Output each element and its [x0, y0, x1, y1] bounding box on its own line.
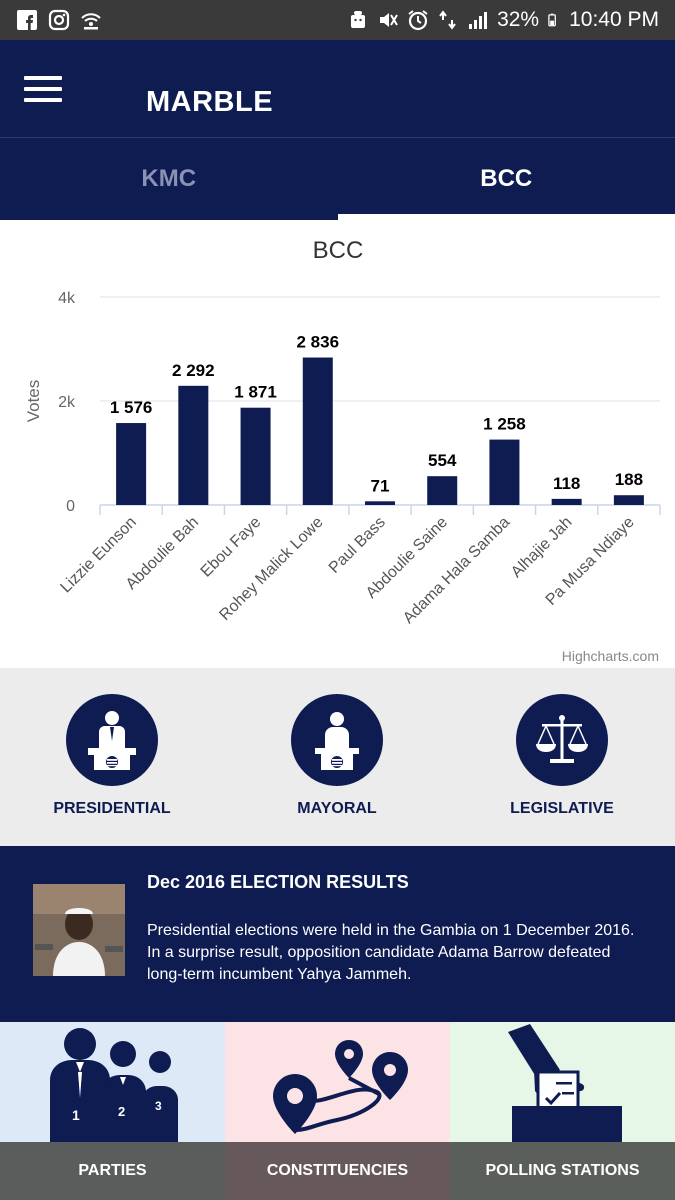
ballot-box-icon: [508, 1024, 622, 1142]
hamburger-menu-icon[interactable]: [24, 76, 62, 104]
app-bar: MARBLE: [0, 40, 675, 138]
data-label: 1 871: [234, 383, 277, 402]
presidential-label: PRESIDENTIAL: [53, 800, 171, 817]
presidential-podium-icon: [66, 694, 158, 786]
x-tick-label: Alhajie Jah: [508, 514, 575, 581]
mayoral-label: MAYORAL: [297, 800, 377, 817]
status-bar: 32% 10:40 PM: [0, 0, 675, 40]
tab-kmc[interactable]: KMC: [141, 165, 197, 192]
chart-title: BCC: [313, 237, 364, 264]
chart-bar: [302, 357, 333, 505]
instagram-icon: [48, 9, 70, 31]
news-photo: [33, 884, 125, 976]
news-body: Presidential elections were held in the …: [147, 922, 635, 983]
mute-icon: [380, 13, 398, 27]
data-label: 118: [553, 474, 580, 493]
y-tick-label: 0: [66, 498, 75, 515]
android-notification-icon: [351, 11, 366, 28]
news-title: Dec 2016 ELECTION RESULTS: [147, 872, 409, 892]
chart-bar: [240, 407, 271, 505]
data-label: 2 836: [297, 333, 340, 352]
svg-text:3: 3: [155, 1099, 162, 1113]
data-label: 554: [428, 451, 457, 470]
data-label: 71: [371, 476, 390, 495]
constituencies-tile[interactable]: CONSTITUENCIES: [225, 1022, 450, 1200]
clock: 10:40 PM: [569, 8, 659, 31]
y-tick-label: 4k: [58, 290, 76, 307]
legislative-label: LEGISLATIVE: [510, 800, 614, 817]
parties-label: PARTIES: [0, 1142, 225, 1200]
alarm-icon: [408, 10, 428, 31]
chart-bar: [551, 498, 582, 505]
svg-text:2: 2: [118, 1104, 125, 1119]
y-tick-label: 2k: [58, 394, 76, 411]
svg-text:1: 1: [72, 1107, 80, 1123]
data-label: 2 292: [172, 361, 215, 380]
battery-icon: [548, 13, 557, 27]
chart-credits: Highcharts.com: [562, 648, 659, 664]
chart-bar: [489, 439, 520, 505]
polling-stations-label: POLLING STATIONS: [450, 1142, 675, 1200]
chart-bar: [427, 476, 458, 505]
wifi-calling-icon: [81, 13, 101, 30]
tab-bcc[interactable]: BCC: [337, 138, 675, 220]
y-axis-label: Votes: [24, 380, 43, 423]
chart-bar: [116, 423, 147, 505]
news-card[interactable]: Dec 2016 ELECTION RESULTS Presidential e…: [0, 846, 675, 1022]
parties-tile[interactable]: 1 2 3 PARTIES: [0, 1022, 225, 1200]
x-tick-label: Ebou Faye: [198, 514, 265, 581]
route-map-icon: [273, 1040, 408, 1134]
x-tick-label: Rohey Malick Lowe: [216, 514, 326, 624]
data-label: 188: [615, 470, 643, 489]
status-left: [16, 0, 102, 40]
battery-percent: 32%: [497, 8, 540, 31]
app-title: MARBLE: [146, 86, 274, 118]
votes-chart: BCC 0 2k 4k Votes 1 576 Lizzie Eunson 2 292 Abdo…: [0, 220, 675, 668]
x-tick-label: Adama Hala Samba: [400, 514, 513, 627]
chart-bar: [365, 501, 395, 505]
scales-icon: [516, 694, 608, 786]
chart-bar: [178, 385, 209, 505]
facebook-icon: [17, 10, 37, 30]
constituencies-label: CONSTITUENCIES: [225, 1142, 450, 1200]
data-label: 1 576: [110, 398, 153, 417]
election-type-row: PRESIDENTIAL MAYORAL: [0, 668, 675, 846]
mayoral-button[interactable]: MAYORAL: [237, 694, 437, 818]
data-label: 1 258: [483, 415, 526, 434]
people-icon: 1 2 3: [50, 1028, 178, 1142]
signal-icon: [469, 12, 488, 29]
bottom-tiles: 1 2 3 PARTIES CONSTITUENCIES: [0, 1022, 675, 1200]
data-4g-icon: [439, 10, 456, 30]
x-tick-label: Paul Bass: [326, 514, 389, 577]
legislative-button[interactable]: LEGISLATIVE: [462, 694, 662, 818]
tab-bar: KMC BCC: [0, 138, 675, 220]
chart-bar: [613, 495, 644, 505]
mayoral-podium-icon: [291, 694, 383, 786]
presidential-button[interactable]: PRESIDENTIAL: [12, 694, 212, 818]
polling-stations-tile[interactable]: POLLING STATIONS: [450, 1022, 675, 1200]
status-right: 32% 10:40 PM: [347, 0, 659, 40]
